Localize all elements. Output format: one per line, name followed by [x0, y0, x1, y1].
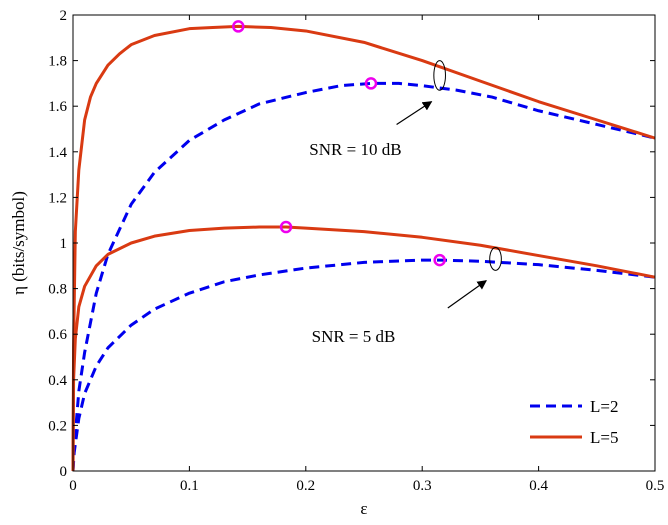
- y-tick-label: 2: [60, 8, 68, 24]
- x-tick-label: 0: [69, 478, 77, 494]
- y-tick-label: 0.6: [48, 327, 67, 343]
- annotation-arrow-1: [447, 280, 488, 309]
- y-tick-label: 0.4: [48, 373, 67, 389]
- legend-label-l2: L=2: [590, 397, 618, 416]
- legend-box: [519, 391, 643, 457]
- series-curves: [71, 24, 656, 472]
- series-line-2: [71, 258, 656, 472]
- y-tick-label: 1: [60, 236, 68, 252]
- x-tick-label: 0.3: [413, 478, 432, 494]
- x-tick-label: 0.1: [180, 478, 199, 494]
- x-axis-ticks: 0 0.1 0.2 0.3 0.4 0.5: [69, 15, 664, 494]
- y-tick-label: 1.8: [48, 54, 67, 70]
- y-tick-label: 0: [60, 464, 68, 480]
- annotation-ellipse-0: [433, 60, 446, 91]
- y-tick-label: 1.2: [48, 190, 67, 206]
- annotation-ellipse-1: [489, 247, 502, 271]
- y-axis-ticks: 0 0.2 0.4 0.6 0.8 1 1.2 1.4 1.6 1.8 2: [48, 8, 655, 480]
- peak-marker-1: [364, 77, 378, 90]
- y-tick-label: 1.4: [48, 145, 67, 161]
- legend-label-l5: L=5: [590, 428, 618, 447]
- legend: L=2 L=5: [519, 391, 643, 457]
- peak-markers: [232, 20, 446, 267]
- series-line-1: [71, 24, 656, 472]
- y-tick-label: 0.2: [48, 418, 67, 434]
- x-axis-label: ε: [360, 499, 367, 518]
- annotations: SNR = 10 dB SNR = 5 dB: [309, 60, 502, 346]
- y-axis-label: η (bits/symbol): [9, 191, 28, 295]
- peak-marker-2: [279, 220, 293, 234]
- peak-marker-0: [232, 20, 245, 33]
- x-tick-label: 0.2: [296, 478, 315, 494]
- annotation-arrow-0: [396, 101, 433, 125]
- y-tick-label: 0.8: [48, 282, 67, 298]
- annotation-label-1: SNR = 5 dB: [312, 327, 396, 346]
- x-tick-label: 0.4: [529, 478, 548, 494]
- series-line-3: [71, 225, 656, 472]
- x-tick-label: 0.5: [646, 478, 665, 494]
- annotation-label-0: SNR = 10 dB: [309, 140, 401, 159]
- series-line-0: [71, 81, 656, 472]
- y-tick-label: 1.6: [48, 99, 67, 115]
- peak-marker-3: [433, 253, 446, 267]
